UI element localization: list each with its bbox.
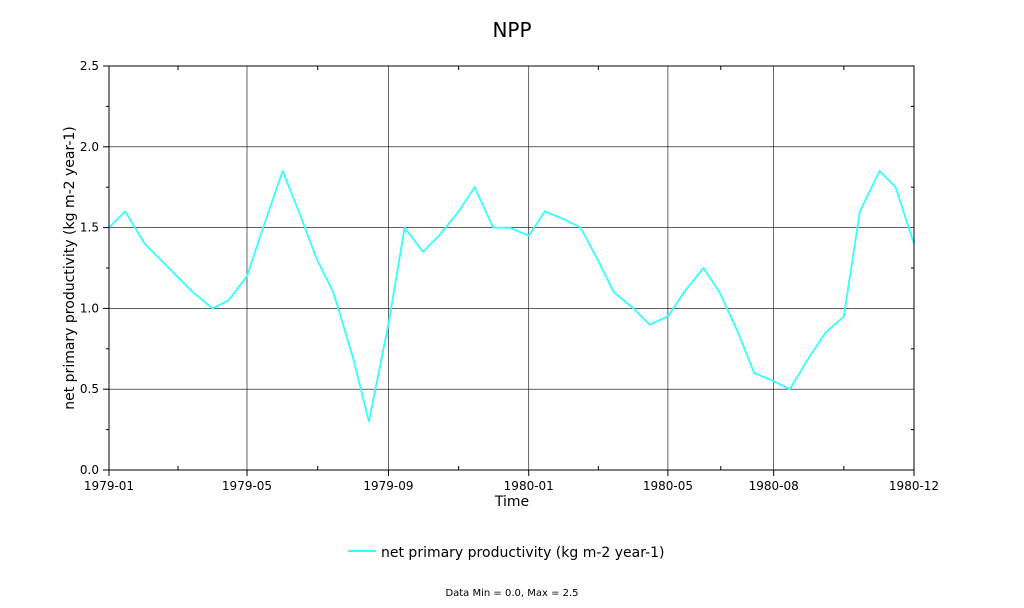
y-tick-label: 0.5 <box>80 382 99 396</box>
plot-frame <box>108 65 915 471</box>
y-tick-label: 1.5 <box>80 221 99 235</box>
x-tick-label: 1979-05 <box>222 479 272 493</box>
ticks: 0.0 0.5 1.0 1.5 2.0 2.5 1979-01 1979-05 1979-09 1… <box>80 59 939 493</box>
series-line-0 <box>108 170 915 423</box>
y-tick-label: 0.0 <box>80 463 99 477</box>
legend: net primary productivity (kg m-2 year-1) <box>348 545 665 561</box>
x-axis-label: Time <box>494 494 529 510</box>
y-axis-label: net primary productivity (kg m-2 year-1) <box>62 126 78 410</box>
grid <box>108 65 915 471</box>
x-tick-label: 1980-01 <box>504 479 554 493</box>
chart-title: NPP <box>492 18 531 42</box>
data-range-footnote: Data Min = 0.0, Max = 2.5 <box>445 588 578 599</box>
x-tick-label: 1980-08 <box>749 479 799 493</box>
x-tick-label: 1980-12 <box>889 479 939 493</box>
x-tick-label: 1980-05 <box>643 479 693 493</box>
y-tick-label: 1.0 <box>80 301 99 315</box>
y-tick-label: 2.0 <box>80 140 99 154</box>
x-tick-label: 1979-09 <box>363 479 413 493</box>
y-tick-label: 2.5 <box>80 59 99 73</box>
series-layer <box>108 170 915 423</box>
legend-label: net primary productivity (kg m-2 year-1) <box>381 545 665 561</box>
x-tick-label: 1979-01 <box>84 479 134 493</box>
